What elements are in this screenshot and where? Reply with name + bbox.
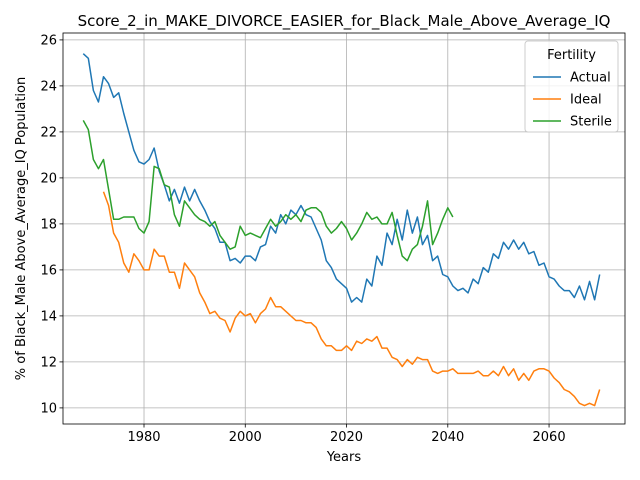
x-tick-label: 2040 [431, 430, 464, 445]
data-series [82, 53, 601, 407]
plot-frame [62, 32, 626, 425]
y-tick-label: 20 [40, 171, 57, 186]
legend-box [524, 40, 619, 133]
x-tick-label: 2020 [330, 430, 363, 445]
series-line-sterile [82, 120, 454, 262]
y-tick-label: 26 [40, 33, 57, 48]
legend-label-sterile: Sterile [570, 115, 612, 130]
series-line-ideal [102, 191, 601, 407]
x-tick-label: 2000 [229, 430, 262, 445]
y-tick-label: 14 [40, 309, 57, 324]
x-axis-title: Years [326, 450, 362, 465]
y-tick-label: 18 [40, 217, 57, 232]
y-tick-label: 22 [40, 125, 57, 140]
legend: Fertility Actual Ideal Sterile [524, 40, 619, 133]
y-tick-label: 12 [40, 355, 57, 370]
y-axis-ticks: 10 12 14 16 18 20 22 24 26 [40, 33, 63, 416]
legend-label-ideal: Ideal [570, 93, 602, 108]
y-tick-label: 10 [40, 401, 57, 416]
x-tick-label: 2060 [533, 430, 566, 445]
legend-label-actual: Actual [570, 71, 611, 86]
y-tick-label: 16 [40, 263, 57, 278]
series-line-actual [82, 53, 601, 303]
chart-title: Score_2_in_MAKE_DIVORCE_EASIER_for_Black… [78, 12, 611, 31]
x-tick-label: 1980 [127, 430, 160, 445]
x-axis-ticks: 1980 2000 2020 2040 2060 [127, 424, 566, 445]
y-tick-label: 24 [40, 79, 57, 94]
legend-title: Fertility [547, 48, 596, 63]
y-axis-title: % of Black_Male Above_Average_IQ Populat… [14, 77, 29, 380]
